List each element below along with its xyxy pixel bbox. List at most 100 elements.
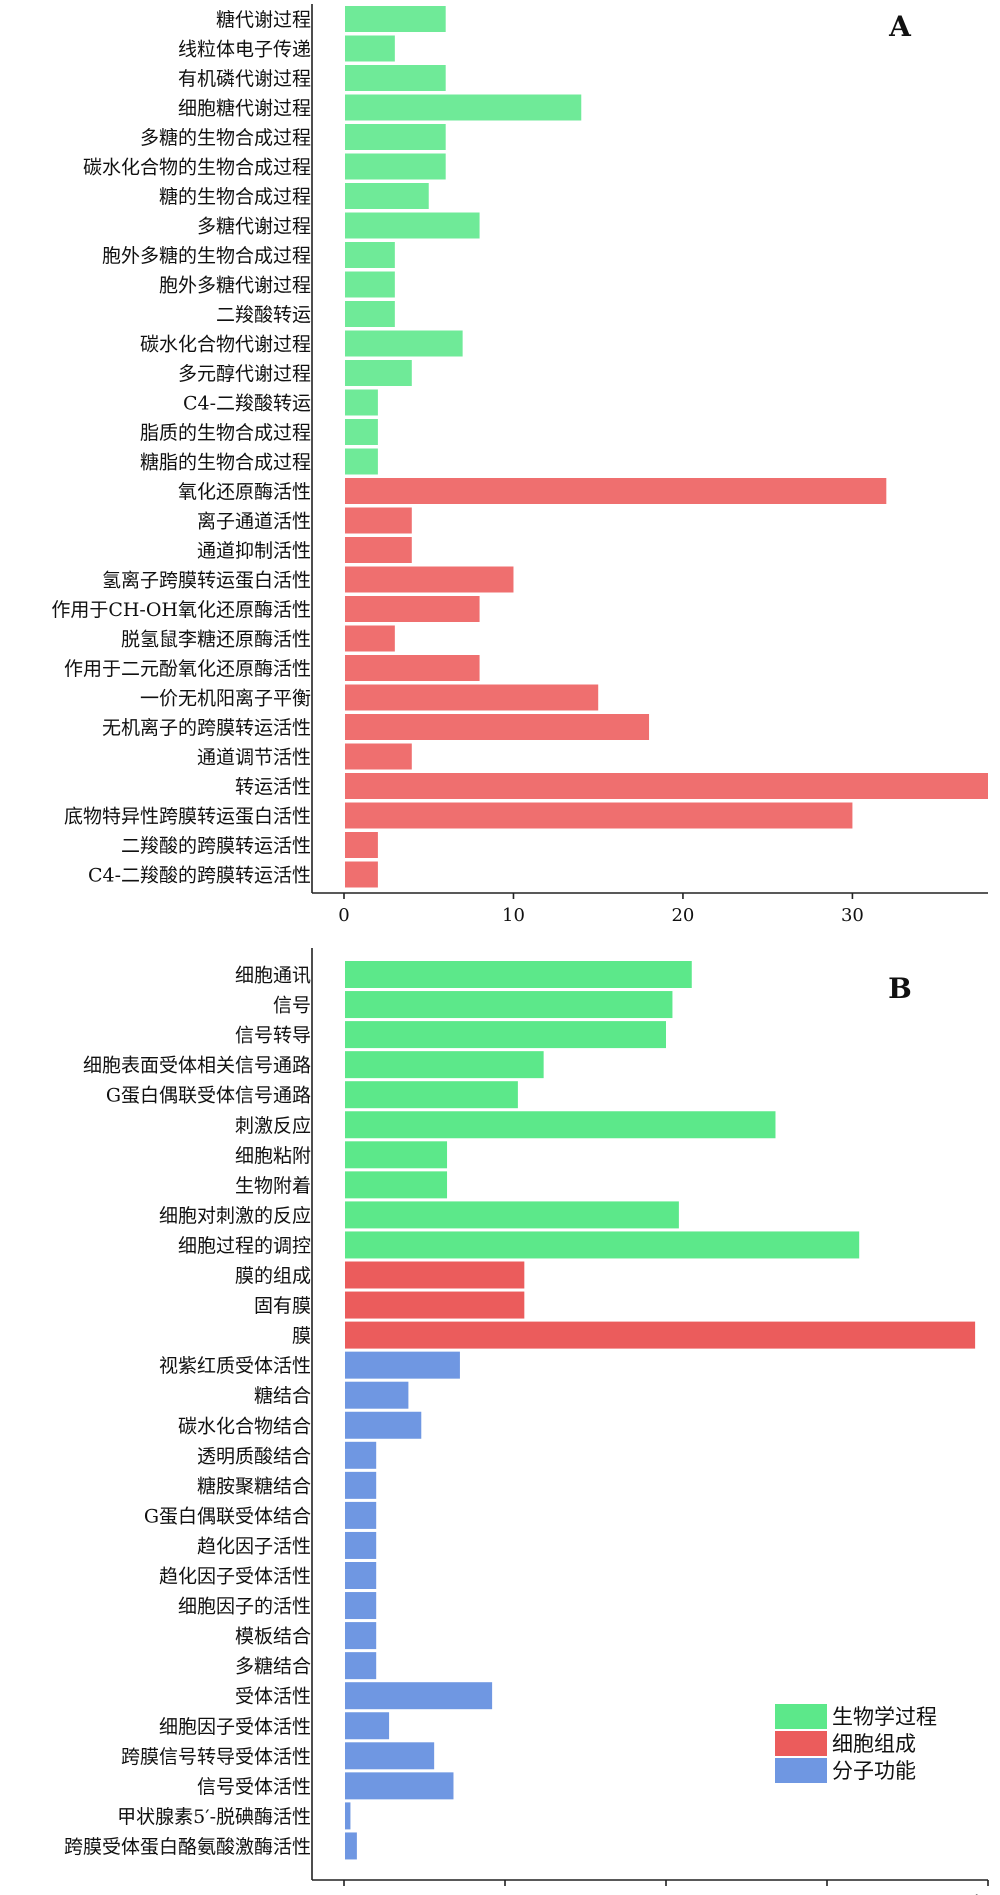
bar-a-27 <box>345 802 853 829</box>
bar-a-4 <box>345 124 446 150</box>
bar-b-4 <box>345 1081 518 1109</box>
category-label: 氧化还原酶活性 <box>178 481 311 503</box>
category-label: 有机磷代谢过程 <box>178 68 311 90</box>
bar-a-6 <box>345 183 429 209</box>
category-label: 细胞粘附 <box>235 1145 311 1167</box>
bar-a-28 <box>345 832 378 858</box>
category-label: 碳水化合物的生物合成过程 <box>83 157 311 179</box>
category-label: 模板结合 <box>235 1626 311 1648</box>
bar-a-7 <box>345 212 480 239</box>
legend-label: 细胞组成 <box>832 1732 916 1756</box>
bar-a-25 <box>345 743 412 770</box>
category-label: 通道抑制活性 <box>197 540 311 562</box>
bar-b-20 <box>345 1562 377 1589</box>
category-label: G蛋白偶联受体信号通路 <box>106 1085 311 1107</box>
category-label: 糖脂的生物合成过程 <box>140 452 311 474</box>
bar-a-21 <box>345 625 395 652</box>
category-label: 趋化因子活性 <box>197 1535 311 1557</box>
bar-a-26 <box>345 773 988 799</box>
bar-b-19 <box>345 1531 377 1559</box>
legend-label: 分子功能 <box>832 1759 916 1783</box>
legend-label: 生物学过程 <box>832 1705 937 1729</box>
bar-b-12 <box>345 1321 976 1349</box>
bar-b-1 <box>345 991 673 1019</box>
category-label: 胞外多糖的生物合成过程 <box>102 245 311 267</box>
category-label: 固有膜 <box>254 1295 311 1317</box>
x-tick-label: 20 <box>671 905 694 926</box>
bar-b-28 <box>345 1802 351 1830</box>
bar-b-7 <box>345 1171 448 1199</box>
category-label: 碳水化合物代谢过程 <box>140 334 311 356</box>
category-label: 无机离子的跨膜转运活性 <box>102 717 311 739</box>
bar-a-1 <box>345 35 395 62</box>
bar-a-19 <box>345 566 514 593</box>
category-label: 离子通道活性 <box>197 511 311 533</box>
x-tick-label: 30 <box>841 905 864 926</box>
category-label: 透明质酸结合 <box>197 1445 311 1467</box>
bar-b-29 <box>345 1832 357 1860</box>
category-label: 氢离子跨膜转运蛋白活性 <box>102 570 311 592</box>
legend-swatch <box>775 1704 827 1729</box>
category-label: 二羧酸转运 <box>216 304 311 326</box>
x-tick-label: 75 <box>816 1892 839 1895</box>
category-label: G蛋白偶联受体结合 <box>144 1505 311 1527</box>
bar-b-13 <box>345 1351 460 1379</box>
x-tick-label: 10 <box>502 905 525 926</box>
category-label: 二羧酸的跨膜转运活性 <box>121 835 311 857</box>
category-label: 趋化因子受体活性 <box>159 1566 311 1588</box>
bar-a-15 <box>345 448 378 475</box>
category-label: C4-二羧酸转运 <box>183 393 311 415</box>
category-label: 糖结合 <box>254 1385 311 1407</box>
category-label: 作用于二元酚氧化还原酶活性 <box>64 658 311 680</box>
category-label: 糖代谢过程 <box>216 9 311 31</box>
x-tick-label: 0 <box>338 1892 349 1895</box>
category-label: 糖的生物合成过程 <box>159 186 311 208</box>
category-label: 细胞表面受体相关信号通路 <box>83 1055 311 1077</box>
x-tick-label: 50 <box>655 1892 678 1895</box>
bar-a-20 <box>345 596 480 622</box>
bar-a-11 <box>345 330 463 357</box>
legend-swatch <box>775 1758 827 1783</box>
bar-a-2 <box>345 65 446 91</box>
bar-b-2 <box>345 1021 666 1049</box>
bar-a-23 <box>345 684 599 711</box>
bar-b-15 <box>345 1411 422 1439</box>
bar-a-22 <box>345 655 480 681</box>
bar-a-10 <box>345 301 395 327</box>
category-label: 线粒体电子传递 <box>178 39 311 61</box>
bar-b-6 <box>345 1141 448 1169</box>
bar-b-11 <box>345 1291 525 1319</box>
category-label: 糖胺聚糖结合 <box>197 1475 311 1497</box>
category-label: 细胞过程的调控 <box>178 1235 311 1257</box>
category-label: 多糖的生物合成过程 <box>140 127 311 149</box>
category-label: C4-二羧酸的跨膜转运活性 <box>88 865 311 887</box>
category-label: 跨膜受体蛋白酪氨酸激酶活性 <box>64 1836 311 1858</box>
bar-a-12 <box>345 360 412 386</box>
panel-letter-b: B <box>888 972 912 1005</box>
category-label: 细胞因子的活性 <box>178 1596 311 1618</box>
category-label: 细胞通讯 <box>235 965 311 987</box>
x-tick-label: 100 <box>971 1892 1000 1895</box>
category-label: 多糖代谢过程 <box>197 216 311 238</box>
bar-b-22 <box>345 1622 377 1650</box>
category-label: 信号 <box>273 995 311 1017</box>
legend-swatch <box>775 1731 827 1756</box>
category-label: 信号受体活性 <box>197 1776 311 1798</box>
bar-b-25 <box>345 1712 390 1740</box>
category-label: 转运活性 <box>235 776 311 798</box>
bar-b-5 <box>345 1111 776 1139</box>
bar-b-3 <box>345 1051 544 1079</box>
bar-b-27 <box>345 1772 454 1800</box>
bar-b-16 <box>345 1441 377 1469</box>
category-label: 甲状腺素5′-脱碘酶活性 <box>117 1806 311 1828</box>
panel-letter-a: A <box>888 10 912 43</box>
bar-a-13 <box>345 389 378 416</box>
bar-a-14 <box>345 419 378 445</box>
bar-a-16 <box>345 478 887 504</box>
bar-a-29 <box>345 861 378 888</box>
bar-a-5 <box>345 153 446 180</box>
x-tick-label: 0 <box>338 905 349 926</box>
category-label: 脱氢鼠李糖还原酶活性 <box>121 629 311 651</box>
bar-a-8 <box>345 242 395 268</box>
category-label: 刺激反应 <box>235 1115 311 1137</box>
